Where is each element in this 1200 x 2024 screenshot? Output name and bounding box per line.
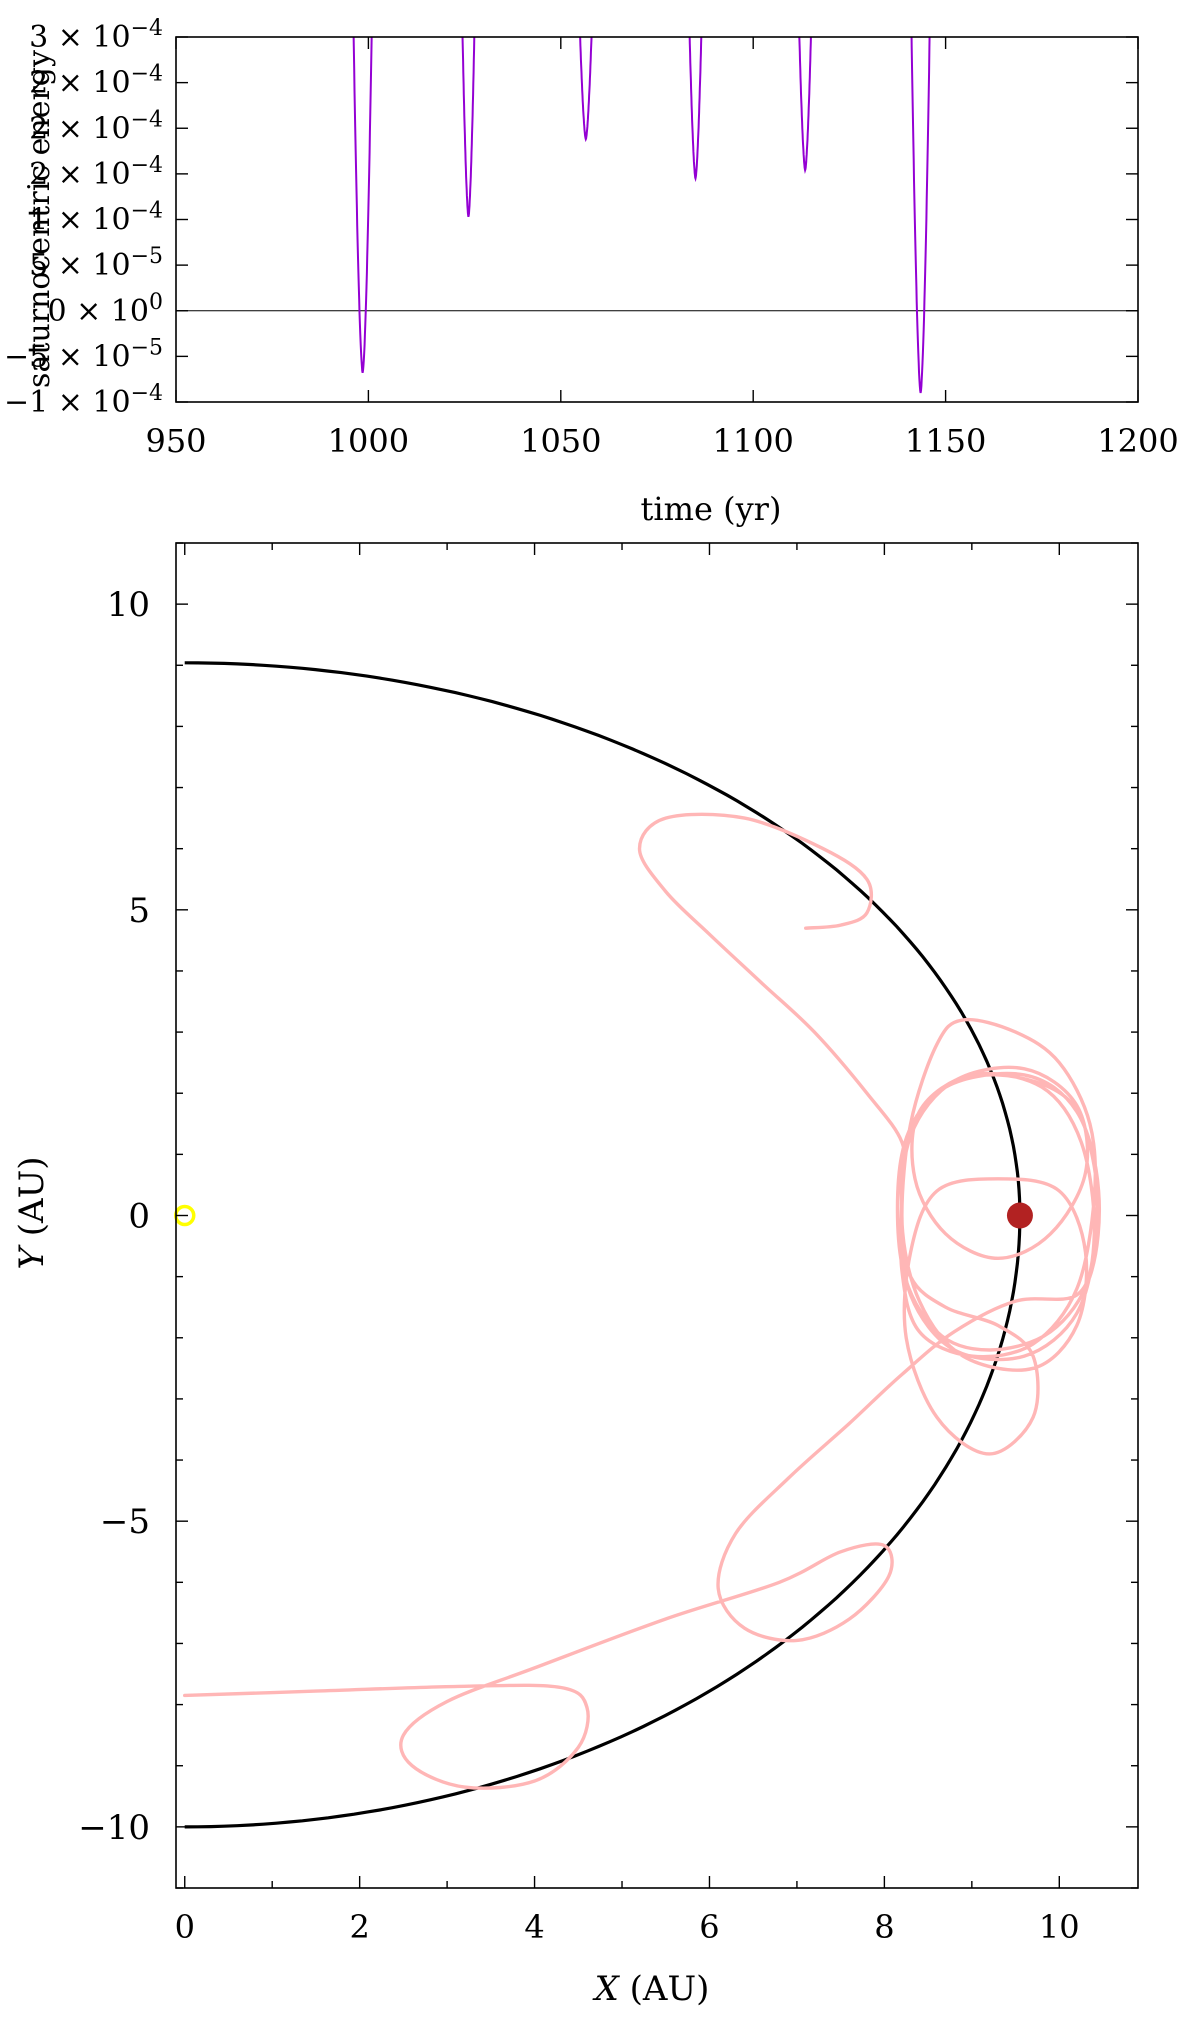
- saturn-orbit-line: [184, 661, 1022, 1829]
- orbit-y-axis-unit: (AU): [12, 1157, 52, 1248]
- orbit-y-tick-label: 0: [128, 1197, 150, 1237]
- energy-y-tick-exponent: −5: [131, 244, 163, 269]
- orbit-x-tick-label: 2: [349, 1908, 369, 1946]
- orbit-x-tick-label: 10: [1039, 1908, 1080, 1946]
- energy-x-tick-label: 1150: [905, 422, 986, 460]
- orbit-chart-ticks: [176, 542, 1138, 1889]
- orbit-x-tick-labels: 0 2 4 6 8 10: [175, 1908, 1080, 1946]
- energy-x-tick-label: 1050: [520, 422, 601, 460]
- orbit-x-tick-label: 8: [874, 1908, 894, 1946]
- orbit-chart-frame: [175, 542, 1139, 1889]
- orbit-x-axis-unit: (AU): [619, 1969, 710, 2009]
- orbit-y-tick-label: 5: [128, 891, 150, 931]
- orbit-y-tick-labels: −10 −5 0 5 10: [78, 585, 150, 1848]
- energy-y-tick-label: 2 × 10−4: [29, 153, 163, 192]
- energy-y-tick-exponent: −4: [131, 381, 163, 406]
- orbit-x-axis-label: X (AU): [592, 1969, 710, 2009]
- energy-y-tick-label: 0 × 100: [48, 290, 163, 329]
- energy-chart-frame: [175, 36, 1139, 403]
- orbit-chart: −10 −5 0 5 10 0 2 4 6 8 10 Y (AU) X (AU): [12, 542, 1139, 2009]
- energy-x-tick-labels: 950 1000 1050 1100 1150 1200: [145, 422, 1178, 460]
- energy-y-tick-label: −1 × 10−4: [4, 381, 163, 420]
- energy-x-tick-label: 1000: [328, 422, 409, 460]
- orbit-x-tick-label: 6: [699, 1908, 719, 1946]
- orbit-y-axis-label: Y (AU): [12, 1157, 52, 1270]
- energy-y-tick-label: −5 × 10−5: [4, 335, 163, 374]
- energy-y-tick-exponent: −4: [131, 62, 163, 87]
- energy-y-tick-label: 2 × 10−4: [29, 107, 163, 146]
- energy-x-axis-label: time (yr): [641, 490, 782, 528]
- energy-dip-3: [579, 37, 593, 143]
- energy-y-tick-exponent: −5: [131, 335, 163, 360]
- energy-y-tick-exponent: 0: [149, 290, 163, 315]
- energy-y-tick-mantissa: 3 × 10: [29, 20, 130, 55]
- energy-dip-4: [688, 37, 703, 183]
- orbit-x-tick-label: 4: [524, 1908, 544, 1946]
- energy-y-tick-exponent: −4: [131, 16, 163, 41]
- energy-y-tick-label: 2 × 10−4: [29, 62, 163, 101]
- orbit-x-tick-label: 0: [175, 1908, 195, 1946]
- energy-y-tick-mantissa: 1 × 10: [29, 203, 130, 238]
- energy-y-tick-exponent: −4: [131, 199, 163, 224]
- saturn-marker: [1006, 1202, 1033, 1229]
- energy-x-tick-label: 950: [145, 422, 206, 460]
- energy-y-tick-mantissa: −1 × 10: [4, 385, 131, 420]
- energy-y-tick-mantissa: 2 × 10: [29, 157, 130, 192]
- energy-y-tick-label: 1 × 10−4: [29, 199, 163, 238]
- energy-y-tick-mantissa: 5 × 10: [29, 248, 130, 283]
- energy-y-tick-mantissa: 2 × 10: [29, 66, 130, 101]
- orbit-y-axis-symbol: Y: [12, 1244, 52, 1270]
- energy-y-tick-label: 3 × 10−4: [29, 16, 163, 55]
- orbit-y-tick-label: −5: [100, 1502, 150, 1542]
- energy-x-tick-label: 1100: [712, 422, 793, 460]
- energy-x-tick-label: 1200: [1097, 422, 1178, 460]
- energy-y-tick-mantissa: −5 × 10: [4, 339, 131, 374]
- energy-y-tick-exponent: −4: [131, 153, 163, 178]
- energy-y-tick-label: 5 × 10−5: [29, 244, 163, 283]
- energy-y-tick-exponent: −4: [131, 107, 163, 132]
- orbit-plot-area: [173, 661, 1102, 1829]
- energy-dip-2: [461, 37, 476, 218]
- orbit-y-tick-label: −10: [78, 1808, 150, 1848]
- orbit-x-axis-symbol: X: [592, 1969, 621, 2009]
- energy-dip-1: [352, 37, 373, 373]
- energy-y-tick-mantissa: 0 × 10: [48, 294, 149, 329]
- energy-y-tick-mantissa: 2 × 10: [29, 111, 130, 146]
- orbit-y-tick-label: 10: [107, 585, 150, 625]
- energy-series-group: [352, 37, 931, 394]
- energy-dip-6: [910, 37, 931, 394]
- energy-chart-ticks: [175, 36, 1139, 403]
- energy-dip-5: [798, 37, 812, 174]
- centaur-trajectory-line: [183, 812, 1102, 1790]
- energy-y-axis-label: saturnocentric energy: [22, 50, 57, 388]
- energy-plot-area: [176, 37, 1138, 394]
